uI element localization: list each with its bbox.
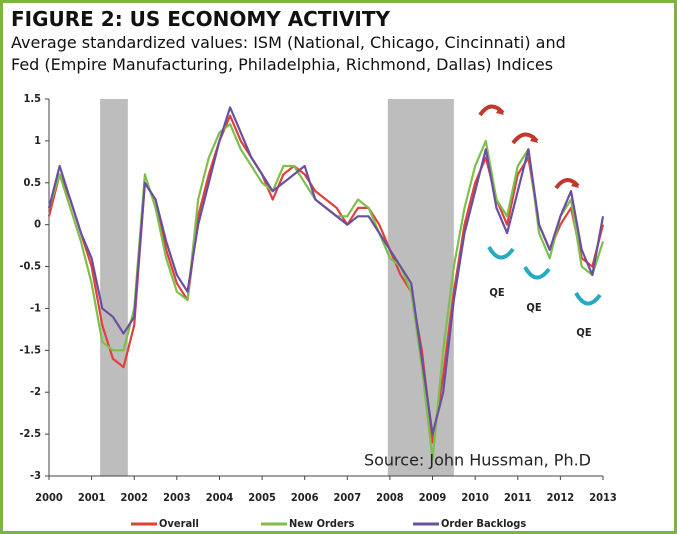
series-line <box>47 106 605 436</box>
teal-arc <box>574 291 602 306</box>
y-tick-label: 1 <box>34 134 41 147</box>
teal-arc <box>487 245 515 260</box>
x-tick-label: 2003 <box>163 491 191 504</box>
y-tick-label: -1.5 <box>19 343 41 356</box>
y-tick-label: -2 <box>30 385 41 398</box>
x-tick-label: 2009 <box>419 491 447 504</box>
teal-arc <box>523 265 551 280</box>
legend-label: New Orders <box>289 517 355 530</box>
recession-band <box>100 99 128 476</box>
arrow-head <box>530 135 538 143</box>
annotation: QE <box>576 326 591 339</box>
x-tick-label: 2004 <box>206 491 234 504</box>
x-tick-label: 2010 <box>461 491 489 504</box>
decor <box>478 104 602 306</box>
x-tick-label: 2011 <box>504 491 532 504</box>
x-tick-label: 2013 <box>589 491 617 504</box>
x-tick-label: 2001 <box>78 491 106 504</box>
annotation: QE <box>526 301 541 314</box>
recession-band <box>387 99 454 476</box>
x-tick-label: 2012 <box>547 491 575 504</box>
x-tick-label: 2007 <box>334 491 362 504</box>
legend-label: Overall <box>159 517 199 530</box>
y-tick-label: -0.5 <box>19 260 41 273</box>
x-tick-label: 2000 <box>35 491 63 504</box>
arrow-head <box>496 107 504 115</box>
y-tick-label: -1 <box>30 301 41 314</box>
annotation: QE <box>489 286 504 299</box>
plot: 1.5 1 0.5 0 -0.5 -1 -1.5 -2 -2.5 -3 2000 2001 2002 20… <box>19 92 617 530</box>
series-line <box>47 123 605 461</box>
legend-label: Order Backlogs <box>441 517 526 530</box>
y-tick-label: 1.5 <box>23 92 41 105</box>
chart: 1.5 1 0.5 0 -0.5 -1 -1.5 -2 -2.5 -3 2000 2001 2002 20… <box>19 92 617 530</box>
x-tick-label: 2002 <box>120 491 148 504</box>
y-tick-label: 0.5 <box>23 176 41 189</box>
y-tick-label: -3 <box>30 469 41 482</box>
chart-title: FIGURE 2: US ECONOMY ACTIVITY <box>11 7 390 31</box>
x-tick-label: 2008 <box>376 491 404 504</box>
x-tick-label: 2006 <box>291 491 319 504</box>
x-tick-label: 2005 <box>248 491 276 504</box>
source-note: Source: John Hussman, Ph.D <box>364 451 591 470</box>
arrow-head <box>571 180 579 188</box>
y-tick-label: 0 <box>34 218 41 231</box>
y-tick-label: -2.5 <box>19 427 41 440</box>
series-line <box>47 114 605 444</box>
chart-subtitle: Fed (Empire Manufacturing, Philadelphia,… <box>11 55 554 74</box>
chart-subtitle: Average standardized values: ISM (Nation… <box>11 33 566 52</box>
